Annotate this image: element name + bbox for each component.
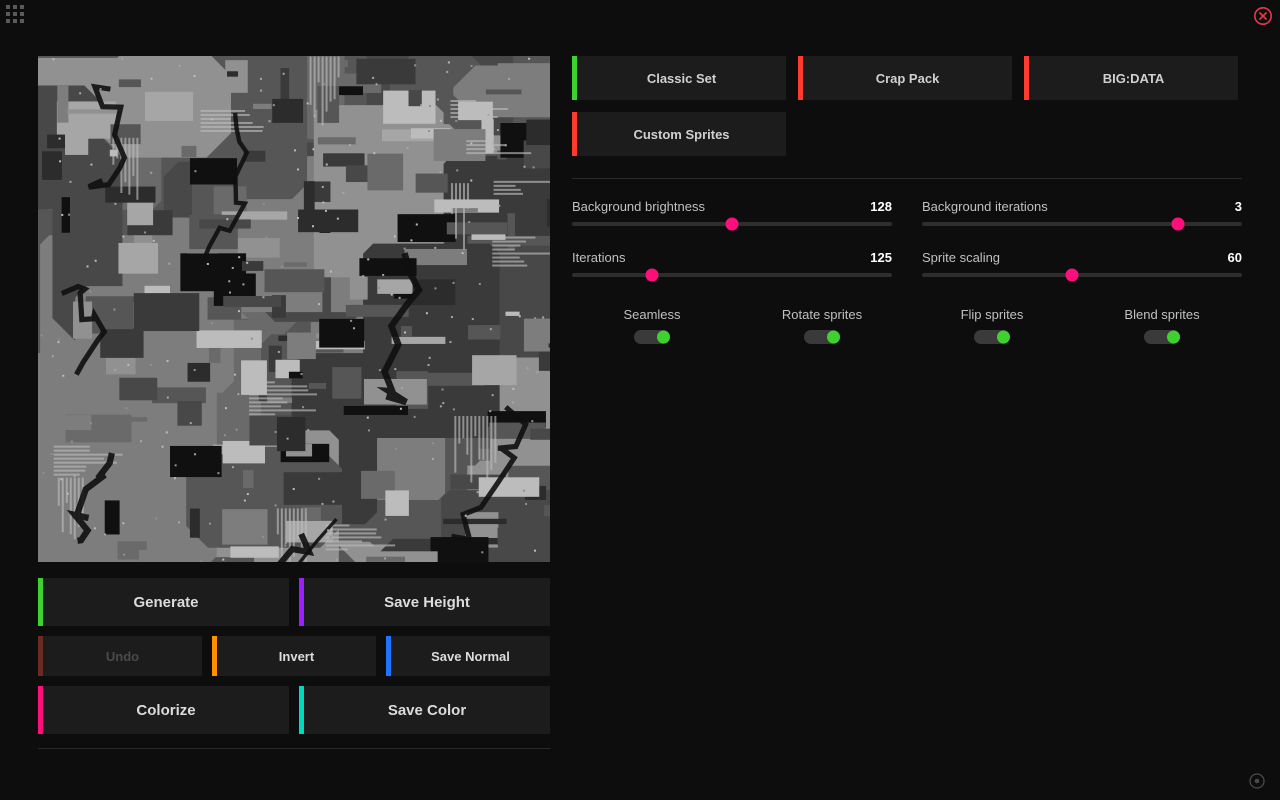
slider-label: Background iterations xyxy=(922,199,1048,214)
slider-value: 3 xyxy=(1235,199,1242,214)
app-menu-icon[interactable] xyxy=(6,5,28,27)
iterations-slider[interactable]: Iterations 125 xyxy=(572,250,892,277)
pack-custom-sprites[interactable]: Custom Sprites xyxy=(572,112,786,156)
toggle-label: Rotate sprites xyxy=(782,307,862,322)
undo-button: Undo xyxy=(38,636,202,676)
pack-crap-pack[interactable]: Crap Pack xyxy=(798,56,1012,100)
flip-sprites-toggle[interactable] xyxy=(974,330,1010,344)
toggle-label: Seamless xyxy=(623,307,680,322)
divider xyxy=(572,178,1242,179)
toggle-label: Blend sprites xyxy=(1124,307,1199,322)
colorize-button[interactable]: Colorize xyxy=(38,686,289,734)
generate-button[interactable]: Generate xyxy=(38,578,289,626)
sprite-scaling-slider[interactable]: Sprite scaling 60 xyxy=(922,250,1242,277)
rotate-sprites-toggle[interactable] xyxy=(804,330,840,344)
toggle-label: Flip sprites xyxy=(961,307,1024,322)
save-height-button[interactable]: Save Height xyxy=(299,578,550,626)
slider-label: Iterations xyxy=(572,250,625,265)
slider-value: 125 xyxy=(870,250,892,265)
invert-button[interactable]: Invert xyxy=(212,636,376,676)
save-normal-button[interactable]: Save Normal xyxy=(386,636,550,676)
pack-classic-set[interactable]: Classic Set xyxy=(572,56,786,100)
save-color-button[interactable]: Save Color xyxy=(299,686,550,734)
bg-brightness-slider[interactable]: Background brightness 128 xyxy=(572,199,892,226)
texture-preview xyxy=(38,56,550,562)
seamless-toggle[interactable] xyxy=(634,330,670,344)
slider-value: 60 xyxy=(1228,250,1242,265)
blend-sprites-toggle[interactable] xyxy=(1144,330,1180,344)
divider xyxy=(38,748,550,749)
slider-value: 128 xyxy=(870,199,892,214)
pack-big-data[interactable]: BIG:DATA xyxy=(1024,56,1238,100)
slider-label: Background brightness xyxy=(572,199,705,214)
bg-iterations-slider[interactable]: Background iterations 3 xyxy=(922,199,1242,226)
close-button[interactable] xyxy=(1252,5,1274,27)
slider-label: Sprite scaling xyxy=(922,250,1000,265)
target-icon[interactable] xyxy=(1248,772,1266,790)
